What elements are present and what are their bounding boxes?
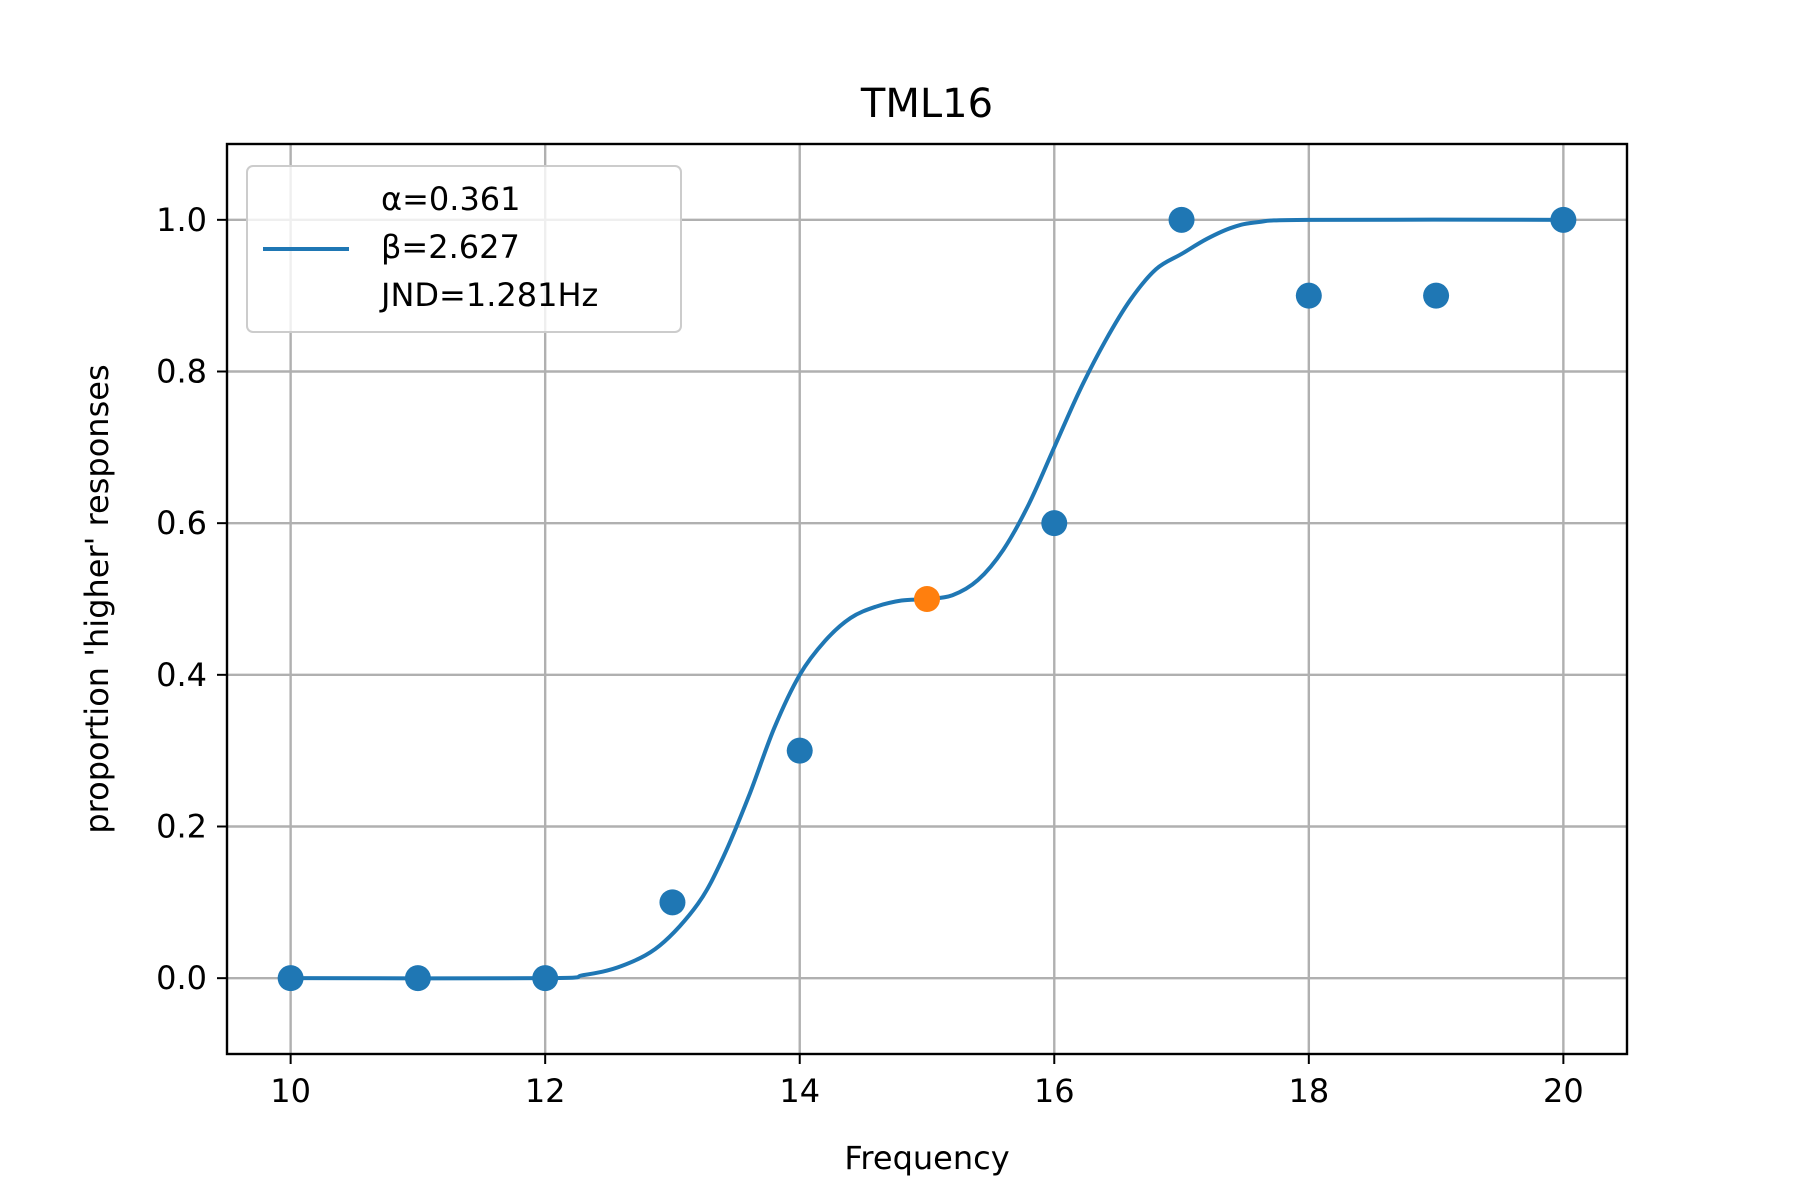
data-point [1041, 510, 1068, 537]
y-tick-label: 0.0 [156, 959, 207, 997]
legend-line-jnd: JND=1.281Hz [379, 276, 598, 314]
data-point [404, 965, 431, 992]
data-point [1295, 282, 1322, 309]
x-tick-label: 12 [525, 1072, 566, 1110]
y-tick-label: 0.2 [156, 808, 207, 846]
x-axis-label: Frequency [844, 1139, 1009, 1177]
data-point [532, 965, 559, 992]
legend: α=0.361 β=2.627 JND=1.281Hz [246, 165, 682, 333]
y-tick-label: 0.6 [156, 504, 207, 542]
chart-title: TML16 [860, 81, 993, 127]
x-tick-label: 10 [270, 1072, 311, 1110]
y-axis-label: proportion 'higher' responses [78, 364, 116, 833]
data-point [786, 737, 813, 764]
legend-line-alpha: α=0.361 [381, 180, 521, 218]
legend-box [246, 165, 682, 333]
x-tick-label: 16 [1034, 1072, 1075, 1110]
x-axis: 10 12 14 16 18 20 [270, 1054, 1584, 1110]
data-point [1550, 206, 1577, 233]
grid [227, 144, 1627, 1054]
x-tick-label: 18 [1288, 1072, 1329, 1110]
x-tick-label: 14 [779, 1072, 820, 1110]
y-axis: 0.0 0.2 0.4 0.6 0.8 1.0 [156, 201, 227, 997]
data-point [1423, 282, 1450, 309]
y-tick-label: 0.8 [156, 353, 207, 391]
y-tick-label: 0.4 [156, 656, 207, 694]
highlight-point [914, 586, 940, 612]
x-tick-label: 20 [1543, 1072, 1584, 1110]
data-point [659, 889, 686, 916]
series-layer [277, 206, 1577, 992]
legend-line-beta: β=2.627 [381, 228, 520, 266]
plot-frame [225, 142, 1629, 1056]
data-point [277, 965, 304, 992]
y-tick-label: 1.0 [156, 201, 207, 239]
data-point [1168, 206, 1195, 233]
